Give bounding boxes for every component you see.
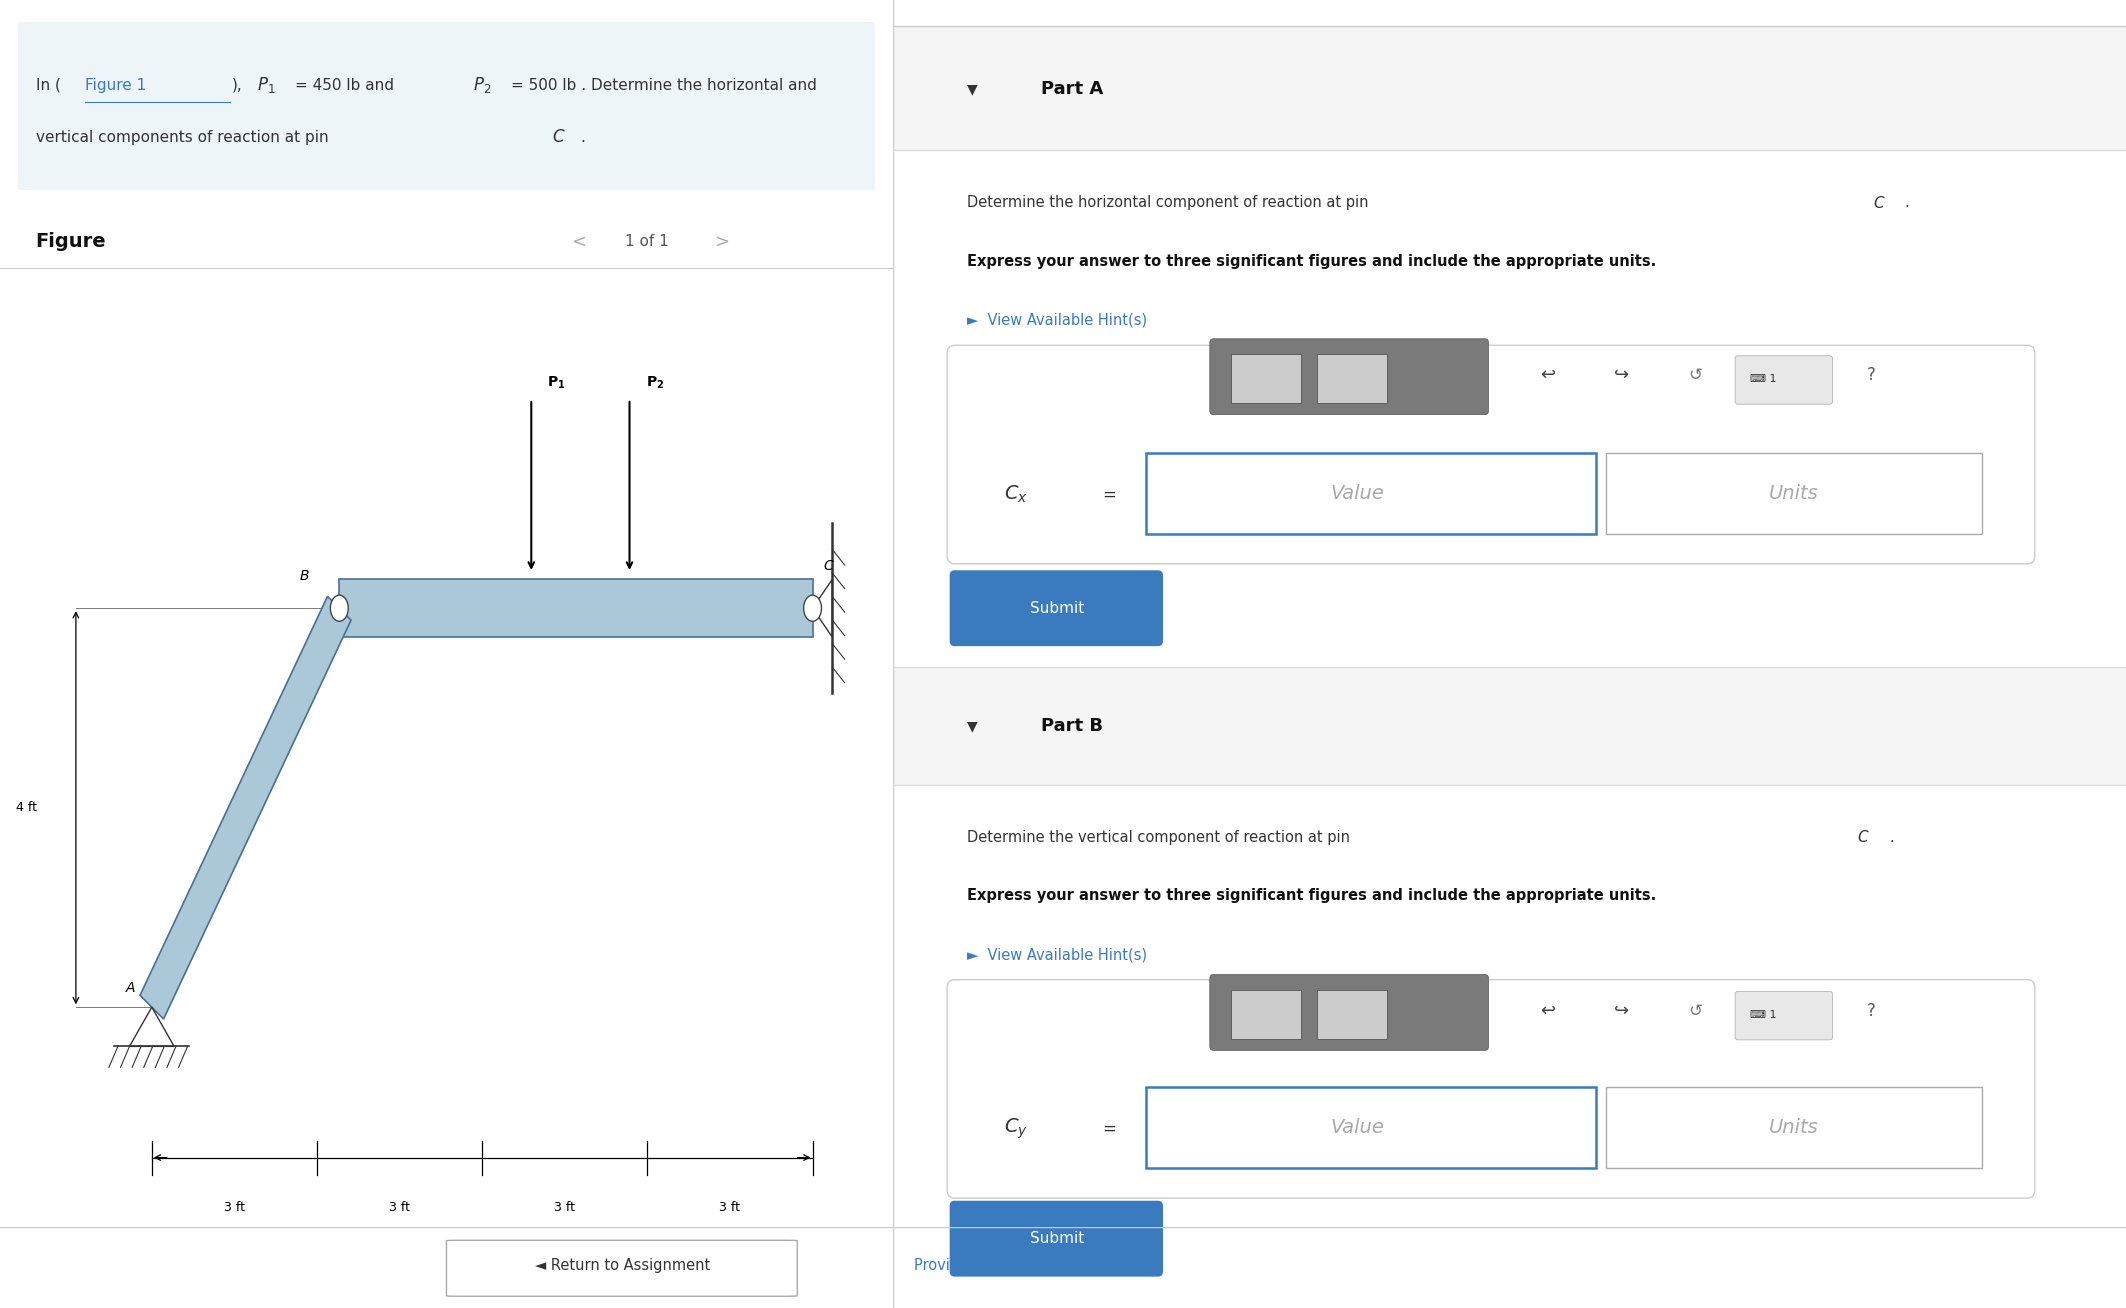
Text: $B$: $B$ [300,569,310,582]
FancyBboxPatch shape [446,1240,797,1296]
Text: ►  View Available Hint(s): ► View Available Hint(s) [967,947,1148,963]
FancyBboxPatch shape [950,570,1163,646]
FancyBboxPatch shape [1735,991,1833,1040]
Text: .: . [1905,195,1909,211]
FancyBboxPatch shape [893,26,2126,150]
FancyBboxPatch shape [948,345,2035,564]
FancyBboxPatch shape [1146,1087,1597,1168]
Text: Figure 1: Figure 1 [85,77,147,93]
Text: ↩: ↩ [1539,366,1556,385]
Text: $P_2$: $P_2$ [474,75,491,95]
Text: ►  View Available Hint(s): ► View Available Hint(s) [967,313,1148,328]
Text: =: = [1103,485,1116,504]
Text: 3 ft: 3 ft [389,1201,410,1214]
Text: 3 ft: 3 ft [555,1201,576,1214]
Polygon shape [140,596,351,1019]
Text: Provide Feedback: Provide Feedback [914,1258,1042,1273]
Text: ⌨ 1: ⌨ 1 [1750,1010,1777,1020]
Text: Express your answer to three significant figures and include the appropriate uni: Express your answer to three significant… [967,254,1656,269]
Text: Part A: Part A [1042,80,1103,98]
Text: ),: ), [232,77,242,93]
FancyBboxPatch shape [1605,453,1981,534]
Text: 1 of 1: 1 of 1 [625,234,670,250]
Text: ?: ? [1867,366,1875,385]
Text: Submit: Submit [1029,600,1084,616]
Text: ▼: ▼ [967,719,978,732]
Text: $A$: $A$ [125,981,136,994]
Text: $C_y$: $C_y$ [1003,1117,1027,1141]
Text: Figure: Figure [36,233,106,251]
Text: .: . [580,129,585,145]
Text: ↺: ↺ [1688,1002,1703,1020]
Text: ?: ? [1867,1002,1875,1020]
Circle shape [330,595,349,621]
FancyBboxPatch shape [948,980,2035,1198]
Text: ↪: ↪ [1614,366,1629,385]
Text: 3 ft: 3 ft [223,1201,244,1214]
Text: $P_1$: $P_1$ [257,75,276,95]
Text: $C$: $C$ [1873,195,1886,211]
FancyBboxPatch shape [1231,354,1301,403]
Text: Submit: Submit [1029,1231,1084,1247]
Text: Determine the vertical component of reaction at pin: Determine the vertical component of reac… [967,829,1354,845]
Text: $C_x$: $C_x$ [1003,484,1027,505]
Polygon shape [340,579,812,637]
Circle shape [804,595,821,621]
FancyBboxPatch shape [1210,974,1488,1050]
Text: =: = [1103,1120,1116,1138]
FancyBboxPatch shape [1210,339,1488,415]
Text: Express your answer to three significant figures and include the appropriate uni: Express your answer to three significant… [967,888,1656,904]
FancyBboxPatch shape [1146,453,1597,534]
Text: 3 ft: 3 ft [719,1201,740,1214]
FancyBboxPatch shape [1735,356,1833,404]
Text: .: . [1890,829,1894,845]
Text: Units: Units [1769,1118,1818,1137]
Text: <: < [572,233,587,251]
Text: $\mathbf{P_1}$: $\mathbf{P_1}$ [546,375,566,391]
Text: Value: Value [1331,484,1384,502]
Text: $C$: $C$ [823,560,836,573]
Text: ↪: ↪ [1614,1002,1629,1020]
Polygon shape [812,579,831,637]
Text: ⌨ 1: ⌨ 1 [1750,374,1777,385]
FancyBboxPatch shape [950,1201,1163,1277]
FancyBboxPatch shape [1318,990,1388,1039]
Text: ▼: ▼ [967,82,978,95]
Text: >: > [714,233,729,251]
Text: $\mathbf{P_2}$: $\mathbf{P_2}$ [646,375,663,391]
Polygon shape [130,1007,174,1046]
Text: ◄ Return to Assignment: ◄ Return to Assignment [536,1258,710,1273]
Text: Determine the horizontal component of reaction at pin: Determine the horizontal component of re… [967,195,1373,211]
Text: 4 ft: 4 ft [17,802,38,814]
FancyBboxPatch shape [1605,1087,1981,1168]
Text: = 450 lb and: = 450 lb and [296,77,393,93]
Text: vertical components of reaction at pin: vertical components of reaction at pin [36,129,327,145]
FancyBboxPatch shape [1231,990,1301,1039]
Text: In (: In ( [36,77,62,93]
Text: Value: Value [1331,1118,1384,1137]
FancyBboxPatch shape [1318,354,1388,403]
Text: $C$: $C$ [1858,829,1869,845]
FancyBboxPatch shape [17,22,876,190]
Text: Units: Units [1769,484,1818,502]
Text: Part B: Part B [1042,717,1103,735]
Text: $C$: $C$ [553,128,566,146]
Text: = 500 lb . Determine the horizontal and: = 500 lb . Determine the horizontal and [510,77,816,93]
Text: ↺: ↺ [1688,366,1703,385]
FancyBboxPatch shape [893,667,2126,785]
Text: ↩: ↩ [1539,1002,1556,1020]
